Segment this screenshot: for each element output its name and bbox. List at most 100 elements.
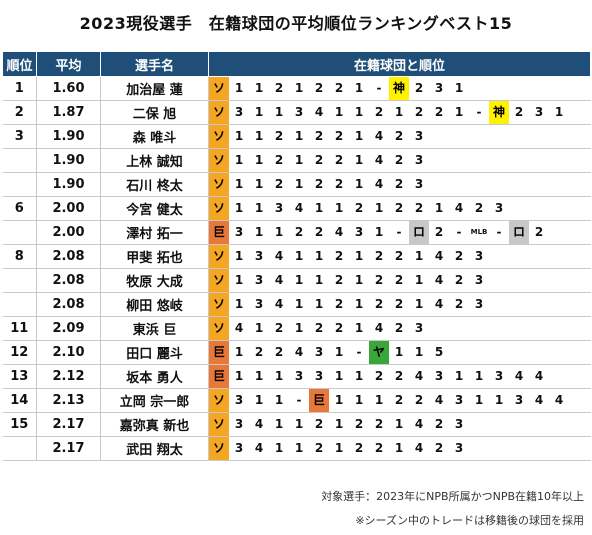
table-row: 2.00 澤村 拓一巨 3 1 1 2 2 4 3 1- ロ 2- MLB - ロ 2	[2, 220, 591, 245]
season-rank: 2	[314, 81, 324, 95]
team-badge: ロ	[509, 221, 529, 244]
season-rank: 2	[334, 321, 344, 335]
season-rank: 4	[274, 297, 284, 311]
team-history-sequence: 巨 3 1 1 2 2 4 3 1- ロ 2- MLB - ロ 2	[209, 221, 591, 244]
average-cell: 1.90	[36, 124, 101, 149]
team-badge: ソ	[209, 125, 229, 148]
season-rank: 1	[294, 297, 304, 311]
team-badge: ソ	[209, 437, 229, 460]
season-rank: 1	[394, 417, 404, 431]
season-rank: 4	[554, 393, 564, 407]
season-rank: 1	[414, 345, 424, 359]
season-rank: 2	[254, 345, 264, 359]
table-row: 13 2.12 坂本 勇人巨 1 1 1 3 3 1 1 2 2 4 3 1 1 3 4 4	[2, 364, 591, 389]
season-rank: 1	[234, 201, 244, 215]
season-rank: 3	[294, 105, 304, 119]
team-badge: ソ	[209, 197, 229, 220]
season-rank: 4	[254, 417, 264, 431]
season-rank: 2	[314, 417, 324, 431]
gap-marker: -	[476, 105, 482, 119]
season-rank: 4	[414, 417, 424, 431]
table-row: 14 2.13 立岡 宗一郎ソ 3 1 1- 巨 1 1 1 2 2 4 3 1 1 3 4 4	[2, 388, 591, 413]
season-rank: 4	[534, 393, 544, 407]
season-rank: 1	[234, 249, 244, 263]
season-rank: 1	[234, 369, 244, 383]
season-rank: 1	[334, 105, 344, 119]
season-rank: 3	[434, 81, 444, 95]
season-rank: 2	[374, 417, 384, 431]
season-rank: 4	[374, 129, 384, 143]
season-rank: 4	[514, 369, 524, 383]
season-rank: 4	[414, 369, 424, 383]
season-rank: 1	[434, 201, 444, 215]
season-rank: 2	[334, 273, 344, 287]
season-rank: 2	[374, 105, 384, 119]
season-rank: 2	[334, 177, 344, 191]
season-rank: 1	[314, 201, 324, 215]
season-rank: 2	[434, 417, 444, 431]
season-rank: 4	[274, 273, 284, 287]
season-rank: 1	[414, 249, 424, 263]
team-badge: ソ	[209, 293, 229, 316]
season-rank: 3	[454, 441, 464, 455]
rank-cell: 3	[2, 124, 37, 149]
rank-cell: 14	[2, 388, 37, 413]
season-rank: 4	[414, 441, 424, 455]
season-rank: 3	[474, 297, 484, 311]
gap-marker: -	[456, 225, 462, 239]
season-rank: 3	[454, 393, 464, 407]
rank-cell: 1	[2, 76, 37, 101]
season-rank: 1	[294, 273, 304, 287]
season-rank: 2	[414, 201, 424, 215]
season-rank: 1	[294, 81, 304, 95]
season-rank: 3	[534, 105, 544, 119]
season-rank: 2	[414, 105, 424, 119]
team-badge: 神	[389, 77, 409, 100]
season-rank: 1	[294, 441, 304, 455]
season-rank: 2	[274, 81, 284, 95]
season-rank: 2	[274, 177, 284, 191]
player-name-cell: 東浜 巨	[100, 316, 209, 341]
season-rank: 1	[354, 249, 364, 263]
season-rank: 2	[394, 297, 404, 311]
season-rank: 4	[334, 225, 344, 239]
table-row: 2.08 牧原 大成ソ 1 3 4 1 1 2 1 2 2 1 4 2 3	[2, 268, 591, 293]
gap-marker: -	[376, 81, 382, 95]
season-rank: 4	[294, 345, 304, 359]
season-rank: 1	[354, 177, 364, 191]
season-rank: 2	[414, 393, 424, 407]
average-cell: 1.90	[36, 148, 101, 173]
season-rank: 1	[254, 225, 264, 239]
season-rank: 4	[434, 249, 444, 263]
season-rank: 1	[334, 393, 344, 407]
average-cell: 2.13	[36, 388, 101, 413]
season-rank: 1	[334, 417, 344, 431]
average-cell: 2.12	[36, 364, 101, 389]
gap-marker: -	[396, 225, 402, 239]
table-row: 15 2.17 嘉弥真 新也ソ 3 4 1 1 2 1 2 2 1 4 2 3	[2, 412, 591, 437]
player-name-cell: 坂本 勇人	[100, 364, 209, 389]
team-badge: ヤ	[369, 341, 389, 364]
season-rank: 3	[414, 129, 424, 143]
season-rank: 1	[454, 369, 464, 383]
season-rank: 1	[454, 81, 464, 95]
average-cell: 1.90	[36, 172, 101, 197]
season-rank: 2	[334, 153, 344, 167]
season-rank: 1	[274, 105, 284, 119]
rank-cell: 8	[2, 244, 37, 269]
season-rank: 2	[394, 393, 404, 407]
rank-cell: 6	[2, 196, 37, 221]
table-row: 2.08 柳田 悠岐ソ 1 3 4 1 1 2 1 2 2 1 4 2 3	[2, 292, 591, 317]
season-rank: 1	[234, 153, 244, 167]
player-name-cell: 甲斐 拓也	[100, 244, 209, 269]
season-rank: 3	[254, 249, 264, 263]
